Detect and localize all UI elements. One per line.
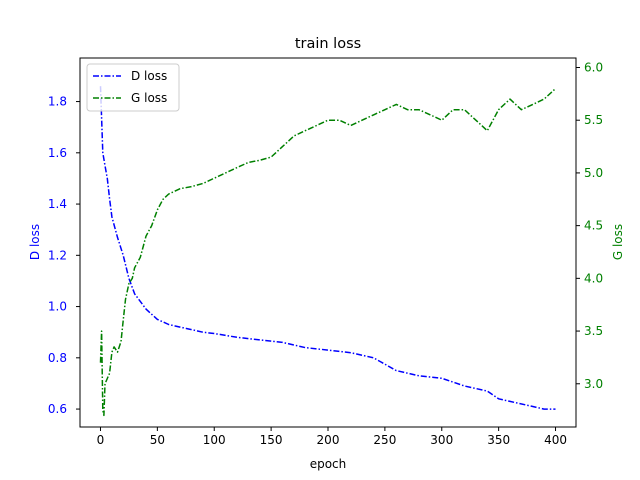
y-axis-left: 0.6 0.8 1.0 1.2 1.4 1.6 1.8 — [48, 95, 80, 416]
y-left-tick-label: 0.8 — [48, 351, 67, 365]
x-tick-label: 150 — [260, 433, 283, 447]
x-tick-label: 0 — [97, 433, 105, 447]
x-tick-label: 350 — [487, 433, 510, 447]
legend: D loss G loss — [86, 63, 180, 112]
x-tick-label: 200 — [317, 433, 340, 447]
y-right-tick-label: 5.0 — [584, 166, 603, 180]
legend-label-d-loss: D loss — [131, 69, 167, 83]
y-axis-right: 3.0 3.5 4.0 4.5 5.0 5.5 6.0 — [576, 60, 603, 391]
x-tick-label: 50 — [150, 433, 165, 447]
y-axis-label-right: G loss — [611, 224, 625, 260]
y-left-tick-label: 1.6 — [48, 146, 67, 160]
y-left-tick-label: 1.8 — [48, 95, 67, 109]
chart-title: train loss — [295, 36, 361, 52]
x-axis: 0 50 100 150 200 250 300 350 400 — [97, 427, 567, 447]
legend-label-g-loss: G loss — [131, 91, 167, 105]
y-right-tick-label: 5.5 — [584, 113, 603, 127]
x-tick-label: 300 — [430, 433, 453, 447]
series-line-d-loss — [99, 86, 556, 410]
x-tick-label: 100 — [203, 433, 226, 447]
x-axis-label: epoch — [310, 457, 347, 471]
plot-area — [99, 86, 557, 417]
y-left-tick-label: 0.6 — [48, 402, 67, 416]
plot-frame — [79, 57, 577, 428]
y-right-tick-label: 4.5 — [584, 219, 603, 233]
y-left-tick-label: 1.4 — [48, 197, 67, 211]
y-right-tick-label: 3.0 — [584, 377, 603, 391]
y-axis-label-left: D loss — [28, 224, 42, 260]
y-right-tick-label: 4.0 — [584, 271, 603, 285]
x-tick-label: 250 — [373, 433, 396, 447]
y-left-tick-label: 1.0 — [48, 300, 67, 314]
y-left-tick-label: 1.2 — [48, 248, 67, 262]
series-line-g-loss — [99, 88, 557, 417]
x-tick-label: 400 — [544, 433, 567, 447]
y-right-tick-label: 6.0 — [584, 60, 603, 74]
y-right-tick-label: 3.5 — [584, 324, 603, 338]
